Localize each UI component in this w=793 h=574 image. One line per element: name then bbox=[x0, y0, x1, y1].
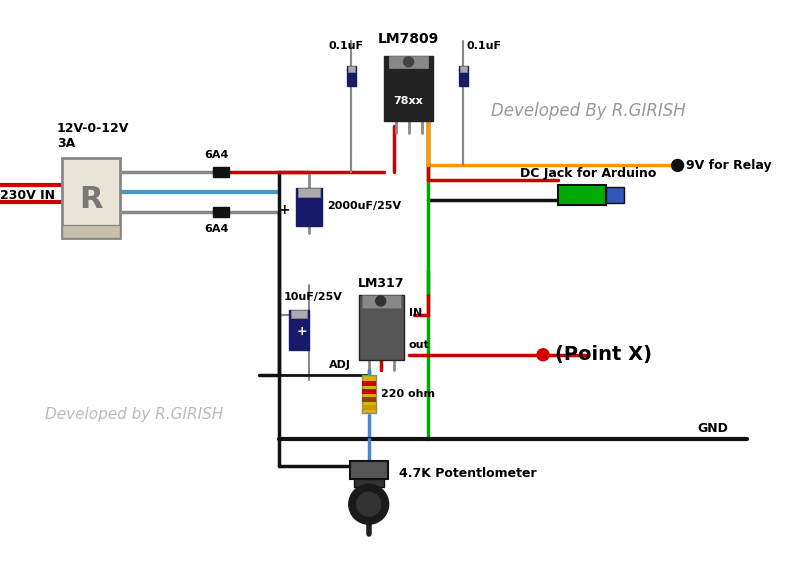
Bar bbox=[291, 310, 307, 318]
Text: 0.1uF: 0.1uF bbox=[328, 41, 363, 51]
Bar bbox=[350, 461, 388, 479]
Text: +: + bbox=[278, 203, 289, 218]
Bar bbox=[213, 168, 229, 177]
Text: LM7809: LM7809 bbox=[378, 32, 439, 46]
Bar bbox=[362, 381, 376, 386]
Text: +: + bbox=[297, 325, 307, 338]
Bar bbox=[362, 389, 376, 394]
Bar bbox=[389, 56, 428, 68]
Text: Developed By R.GIRISH: Developed By R.GIRISH bbox=[491, 102, 685, 119]
Text: DC Jack for Arduino: DC Jack for Arduino bbox=[519, 168, 656, 180]
Bar bbox=[348, 66, 354, 72]
Bar bbox=[384, 56, 434, 121]
Bar bbox=[347, 66, 356, 86]
Bar bbox=[558, 185, 606, 205]
Bar bbox=[461, 66, 467, 72]
Bar bbox=[362, 295, 400, 308]
Text: out: out bbox=[408, 340, 429, 350]
Circle shape bbox=[672, 160, 684, 172]
Bar bbox=[362, 375, 376, 413]
Text: 4.7K Potentlometer: 4.7K Potentlometer bbox=[399, 467, 536, 480]
Text: ADJ: ADJ bbox=[329, 360, 351, 370]
Circle shape bbox=[376, 296, 385, 306]
Circle shape bbox=[349, 484, 389, 524]
Bar bbox=[358, 295, 404, 360]
Text: IN: IN bbox=[408, 308, 422, 318]
Circle shape bbox=[537, 349, 549, 360]
Text: 230V IN: 230V IN bbox=[0, 189, 55, 202]
Bar bbox=[213, 207, 229, 217]
Text: 6A4: 6A4 bbox=[204, 224, 228, 234]
Circle shape bbox=[357, 492, 381, 516]
Bar bbox=[62, 158, 120, 238]
Bar bbox=[296, 188, 322, 226]
Text: 78xx: 78xx bbox=[393, 96, 423, 106]
Text: 9V for Relay: 9V for Relay bbox=[686, 159, 772, 172]
Text: 6A4: 6A4 bbox=[204, 150, 228, 161]
Text: 220 ohm: 220 ohm bbox=[381, 389, 435, 398]
Bar bbox=[459, 66, 469, 86]
Text: GND: GND bbox=[698, 422, 729, 436]
Bar bbox=[362, 397, 376, 402]
Bar bbox=[606, 187, 624, 203]
Bar bbox=[354, 479, 384, 487]
Text: 12V-0-12V
3A: 12V-0-12V 3A bbox=[57, 122, 129, 150]
Bar bbox=[289, 310, 309, 350]
Bar bbox=[62, 225, 120, 238]
Bar bbox=[362, 405, 376, 410]
Text: 10uF/25V: 10uF/25V bbox=[284, 292, 343, 302]
Circle shape bbox=[404, 57, 413, 67]
Text: LM317: LM317 bbox=[358, 277, 404, 290]
Text: 0.1uF: 0.1uF bbox=[466, 41, 501, 51]
Text: (Point X): (Point X) bbox=[555, 345, 652, 364]
Text: R: R bbox=[79, 185, 102, 214]
Text: 2000uF/25V: 2000uF/25V bbox=[327, 201, 401, 211]
Bar bbox=[298, 188, 320, 197]
Text: Developed by R.GIRISH: Developed by R.GIRISH bbox=[45, 407, 224, 422]
